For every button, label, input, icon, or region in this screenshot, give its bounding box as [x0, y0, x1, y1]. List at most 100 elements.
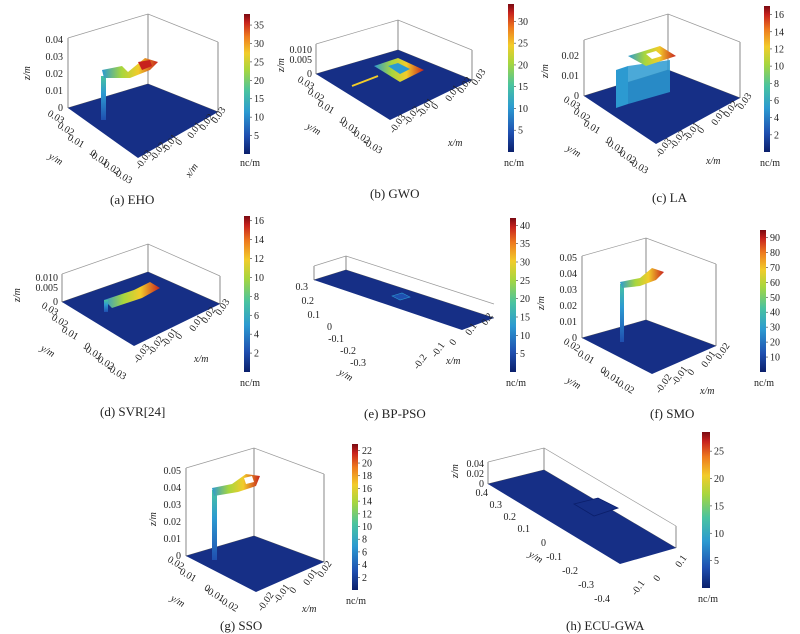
colorbar-tick-label: 30: [518, 17, 528, 28]
xtick-label: 0.1: [673, 553, 689, 570]
floor-h: [488, 470, 676, 564]
colorbar-tick-label: 10: [254, 273, 264, 284]
ztick-label: 0.010: [36, 273, 59, 284]
colorbar-tick-label: 20: [362, 459, 372, 470]
patch-g-core: [244, 476, 254, 484]
xtick-label: 0: [287, 585, 299, 595]
cbunit-c: nc/m: [760, 158, 780, 169]
colorbar-tick-label: 25: [714, 447, 724, 458]
xtick-label: -0.02: [653, 372, 674, 395]
zticks-d: 0 0.005 0.010: [36, 273, 59, 308]
ytick-label: -0.02: [216, 595, 240, 615]
colorbar-tick-label: 16: [362, 484, 372, 495]
xtick-label: -0.1: [429, 340, 447, 359]
colorbar-tick-label: 16: [254, 216, 264, 227]
ztick-label: 0.03: [560, 285, 578, 296]
ztick-label: 0.005: [36, 283, 59, 294]
panel-b: 0 0.005 0.010 z/m 0.03 0.02 0.01 0 -0.01…: [276, 4, 528, 201]
feed-d: [104, 300, 108, 312]
wall-c: [616, 66, 628, 108]
ztick-label: 0.04: [46, 35, 64, 46]
colorbar-f: [760, 230, 766, 372]
colorbar-tick-label: 40: [770, 308, 780, 319]
zticks-a: 0 0.01 0.02 0.03 0.04: [46, 35, 64, 114]
ztick-label: 0.010: [290, 45, 313, 56]
colorbar-tick-label: 20: [254, 76, 264, 87]
ztick-label: 0.02: [164, 517, 182, 528]
colorbar-tick-label: 5: [714, 556, 719, 567]
patch-c-core: [646, 51, 662, 59]
colorbar-tick-label: 20: [520, 294, 530, 305]
colorbar-tick-label: 35: [254, 21, 264, 32]
xtick-label: 0: [695, 125, 707, 135]
feed-b: [351, 75, 379, 87]
colorbar-tick-label: 2: [254, 349, 259, 360]
ztick-label: 0.02: [562, 51, 580, 62]
colorbar-tick-label: 5: [254, 131, 259, 142]
colorbar-tick-label: 30: [770, 323, 780, 334]
colorbar-tick-label: 12: [774, 44, 784, 55]
ztick-label: 0.005: [290, 55, 313, 66]
panel-d: 0 0.005 0.010 z/m 0.03 0.02 0.01 0 -0.01…: [12, 216, 264, 419]
colorbar-tick-label: 10: [520, 331, 530, 342]
ytick-label: -0.1: [546, 552, 562, 563]
ytick-label: -0.4: [594, 594, 610, 605]
xtick-label: 0.2: [479, 311, 495, 328]
ytick-label: 0.01: [59, 324, 80, 342]
ztick-label: 0.05: [164, 466, 182, 477]
floor-d: [62, 272, 220, 346]
colorbar-tick-label: 10: [254, 113, 264, 124]
colorbar-tick-label: 6: [254, 311, 259, 322]
ztick-label: 0: [53, 297, 58, 308]
colorbar-tick-label: 10: [714, 529, 724, 540]
colorbar-tick-label: 6: [774, 96, 779, 107]
caption-f: (f) SMO: [650, 406, 694, 421]
ztick-label: 0: [479, 479, 484, 490]
cbticks-d: 2 4 6 8 10 12 14 16: [250, 216, 264, 360]
ytick-label: -0.3: [578, 580, 594, 591]
feed-g: [212, 490, 217, 560]
xlabel-b: x/m: [447, 138, 462, 149]
ytick-label: -0.03: [110, 167, 134, 187]
cbunit-f: nc/m: [754, 378, 774, 389]
colorbar-tick-label: 25: [254, 57, 264, 68]
cbticks-b: 5 10 15 20 25 30: [514, 17, 528, 137]
panel-f: 0 0.01 0.02 0.03 0.04 0.05 z/m 0.02 0.01…: [536, 230, 780, 421]
ytick-label: 0.3: [490, 500, 503, 511]
xlabel-f: x/m: [699, 386, 714, 397]
ytick-label: 0: [88, 148, 98, 160]
xtick-label: 0: [685, 367, 697, 377]
colorbar-tick-label: 35: [520, 239, 530, 250]
xlabel-a: x/m: [183, 162, 201, 181]
xticks-h: -0.1 0 0.1: [629, 553, 689, 598]
ztick-label: 0: [307, 69, 312, 80]
ytick-label: -0.02: [612, 377, 636, 397]
colorbar-tick-label: 6: [362, 547, 367, 558]
patch-g: [212, 474, 260, 496]
cbticks-a: 5 10 15 20 25 30 35: [250, 21, 264, 142]
caption-h: (h) ECU-GWA: [566, 618, 645, 633]
cbticks-e: 5 10 15 20 25 30 35 40: [516, 221, 530, 360]
colorbar-tick-label: 2: [362, 573, 367, 584]
ylabel-g: y/m: [168, 593, 187, 610]
ytick-label: 0: [82, 341, 92, 353]
colorbar-tick-label: 18: [362, 471, 372, 482]
colorbar-tick-label: 30: [520, 258, 530, 269]
caption-a: (a) EHO: [110, 192, 154, 207]
feed-f: [620, 284, 624, 342]
ytick-label: 0: [202, 583, 212, 595]
zticks-g: 0 0.01 0.02 0.03 0.04 0.05: [164, 466, 182, 562]
ytick-label: 0.3: [296, 282, 309, 293]
colorbar-tick-label: 15: [254, 94, 264, 105]
zticks-h: 0 0.02 0.04: [467, 459, 485, 490]
ytick-label: -0.2: [562, 566, 578, 577]
colorbar-tick-label: 2: [774, 130, 779, 141]
patch-d: [104, 282, 160, 308]
ytick-label: 0: [604, 135, 614, 147]
colorbar-tick-label: 20: [714, 474, 724, 485]
ztick-label: 0.02: [467, 469, 485, 480]
colorbar-tick-label: 14: [254, 235, 264, 246]
yticks-h: 0.4 0.3 0.2 0.1 0 -0.1 -0.2 -0.3 -0.4: [476, 488, 611, 605]
colorbar-tick-label: 12: [362, 509, 372, 520]
xtick-label: 0: [429, 101, 441, 111]
